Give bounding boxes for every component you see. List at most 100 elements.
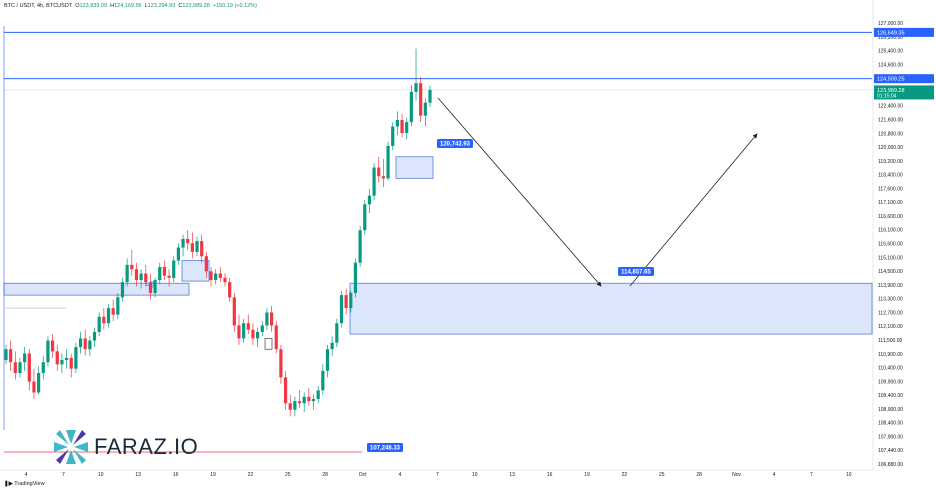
time-tick-label: 22 [248, 472, 254, 478]
candle-body [214, 273, 218, 281]
candle [414, 48, 418, 101]
candle-body [423, 102, 427, 116]
price-tick-label: 107,440.00 [878, 448, 903, 454]
candle [4, 344, 8, 365]
candle-body [116, 297, 120, 315]
low-label: L [144, 3, 148, 9]
candle-body [64, 357, 69, 361]
candle-body [288, 403, 292, 410]
candle [167, 269, 171, 287]
candle-body [367, 195, 372, 205]
candle [200, 234, 204, 263]
candle-body [130, 264, 134, 270]
candle-body [27, 353, 31, 382]
candle [153, 277, 157, 298]
candle-body [297, 401, 302, 404]
time-tick-label: 4 [25, 472, 28, 478]
price-tick-label: 124,600.00 [878, 62, 903, 68]
price-tag-text: 126,649.35 [877, 30, 905, 36]
candle [409, 85, 413, 127]
candle-body [120, 282, 125, 298]
time-tick-label: 4 [399, 472, 402, 478]
tradingview-footer[interactable]: ❚▶ TradingView [4, 481, 45, 487]
candle [64, 349, 69, 369]
candle [325, 344, 330, 378]
candle-body [414, 83, 418, 92]
change-value: +150.19 (+0.12%) [212, 3, 257, 9]
demand-zone-small [181, 260, 210, 282]
price-tick-label: 110,900.00 [878, 352, 903, 358]
label-120742-bg [437, 139, 473, 148]
candle [88, 336, 92, 356]
candle-body [204, 256, 208, 272]
candle-body [83, 338, 87, 350]
candle-body [74, 347, 78, 369]
projection-arrow-up [629, 133, 758, 287]
price-axis[interactable]: 127,000.00 126,200.00 125,400.00 124,600.00… [872, 0, 934, 470]
candle [251, 323, 255, 345]
high-label: H [110, 3, 115, 9]
candle [395, 111, 399, 136]
candle [302, 392, 306, 412]
candle [288, 394, 292, 417]
candle-body [349, 292, 353, 309]
candle-body [265, 312, 269, 326]
candle-body [395, 119, 399, 127]
candle-body [339, 295, 344, 324]
gap-box [264, 338, 273, 350]
candle [279, 344, 283, 384]
time-axis[interactable]: 4 7 10 13 16 19 22 25 28 Oct 4 7 10 13 16 19 22 25 28 Nov 4 7… [0, 469, 873, 478]
candle-body [316, 390, 320, 399]
tradingview-label: TradingView [14, 481, 45, 487]
label-107248: 107,248.33 [367, 443, 403, 452]
label-120742-text: 120,742.93 [440, 142, 471, 148]
horizontal-lines-layer [3, 26, 872, 453]
price-tag-bg [874, 27, 934, 37]
candle-body [242, 323, 246, 339]
candle-body [18, 362, 22, 374]
candle-body [251, 329, 255, 339]
candle-body [181, 238, 185, 248]
candle-body [330, 342, 334, 350]
candle [423, 98, 427, 127]
candle [195, 236, 199, 257]
time-tick-label: 7 [62, 472, 65, 478]
price-tick-label: 127,000.00 [878, 21, 903, 27]
candle-body [358, 230, 362, 263]
candle [242, 318, 246, 343]
candle [186, 230, 190, 250]
candle-body [139, 273, 143, 281]
candle [181, 234, 185, 257]
candle-body [13, 362, 17, 374]
label-114857-bg [618, 267, 654, 276]
candle-body [307, 396, 311, 402]
annotation-labels-layer: 120,742.93 114,857.65 107,248.33 LQ [146, 139, 654, 452]
candle [330, 336, 334, 356]
candle-body [111, 308, 115, 315]
price-tick-label: 119,200.00 [878, 159, 903, 165]
low-value: 123,294.93 [147, 3, 176, 9]
candle [367, 189, 372, 213]
candle [428, 85, 432, 107]
candle-body [228, 282, 232, 298]
price-tick-label: 126,200.00 [878, 35, 903, 41]
price-tick-label: 110,400.00 [878, 366, 903, 372]
candle [18, 357, 22, 378]
candle [190, 232, 194, 259]
candle [349, 290, 353, 313]
candle [269, 305, 274, 332]
candle-body [102, 316, 106, 324]
candle-body [55, 351, 59, 365]
candle [92, 327, 97, 348]
price-tick-label: 120,000.00 [878, 145, 903, 151]
candle-body [167, 275, 171, 278]
price-tick-label: 109,400.00 [878, 393, 903, 399]
candle-body [344, 295, 348, 309]
candle [316, 385, 320, 404]
candle [321, 364, 325, 395]
candle [218, 267, 222, 283]
candle-body [218, 273, 222, 278]
time-tick-label: 19 [210, 472, 216, 478]
candle-body [409, 91, 413, 123]
